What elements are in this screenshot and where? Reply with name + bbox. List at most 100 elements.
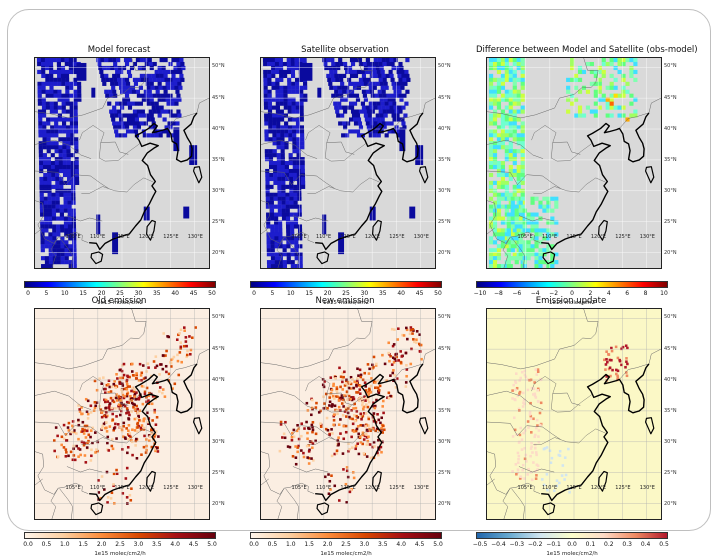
emission-cell: [119, 426, 122, 429]
emission-cell: [104, 415, 108, 419]
emission-cell: [104, 411, 108, 414]
update-cell: [523, 429, 527, 432]
data-cell: [365, 105, 370, 110]
data-cell: [492, 97, 498, 102]
data-cell: [386, 93, 391, 98]
emission-cell: [122, 396, 126, 400]
update-cell: [537, 435, 540, 438]
data-cell: [263, 85, 268, 90]
data-cell: [380, 69, 385, 75]
latitude-label: 40°N: [438, 376, 451, 383]
data-cell: [299, 113, 304, 118]
emission-cell: [108, 408, 111, 412]
data-cell: [391, 65, 396, 71]
emission-cell: [391, 344, 395, 348]
emission-cell: [188, 335, 191, 338]
longitude-label: 115°E: [340, 234, 356, 240]
data-cell: [41, 73, 46, 79]
data-cell: [294, 248, 299, 253]
data-cell: [361, 105, 366, 110]
data-cell: [43, 200, 48, 205]
data-cell: [164, 77, 169, 82]
data-cell: [58, 129, 63, 134]
data-cell: [300, 137, 305, 142]
data-cell: [488, 141, 494, 146]
data-cell: [328, 81, 333, 86]
data-cell: [362, 77, 367, 82]
taiwan-island: [146, 219, 156, 241]
emission-cell: [395, 355, 398, 359]
data-cell: [46, 129, 51, 134]
data-cell: [63, 216, 69, 221]
data-cell: [353, 121, 359, 126]
colorbar-tick-label: 0: [26, 290, 30, 297]
data-cell: [550, 208, 555, 213]
data-cell: [123, 89, 129, 94]
emission-cell: [64, 455, 68, 458]
data-cell: [59, 184, 64, 189]
data-cell: [67, 176, 72, 182]
emission-cell: [111, 418, 115, 421]
colorbar-tick-label: −0.1: [546, 541, 561, 548]
data-cell: [37, 109, 43, 114]
emission-cell: [341, 380, 344, 384]
data-cell: [286, 244, 291, 249]
colorbar-tick-label: −0.4: [491, 541, 506, 548]
emission-cell: [363, 434, 367, 438]
update-cell: [513, 398, 517, 402]
data-cell: [520, 168, 525, 174]
emission-cell: [395, 352, 398, 356]
emission-cell: [355, 410, 359, 413]
country-border: [552, 141, 581, 155]
data-cell: [61, 117, 67, 122]
data-cell: [271, 65, 276, 71]
data-cell: [280, 149, 285, 154]
data-cell: [534, 220, 539, 225]
update-cell: [517, 454, 521, 458]
update-cell: [519, 475, 522, 478]
data-cell: [281, 216, 287, 221]
emission-cell: [121, 384, 125, 387]
emission-cell: [109, 497, 113, 500]
data-cell: [338, 58, 343, 63]
emission-cell: [367, 435, 370, 439]
coastline: [315, 363, 424, 502]
update-cell: [532, 461, 535, 464]
data-cell: [278, 61, 284, 67]
update-cell: [611, 368, 614, 372]
data-cell: [500, 236, 505, 241]
data-cell: [43, 164, 48, 170]
colorbar-unit-label: 1e15 molec/cm2/h: [320, 551, 372, 557]
data-cell: [276, 161, 282, 166]
data-cell: [271, 81, 276, 86]
longitude-labels: 105°E 110°E 115°E 120°E 125°E 130°E: [486, 234, 662, 244]
emission-cell: [358, 415, 362, 419]
data-cell: [267, 93, 272, 98]
data-cell: [355, 81, 361, 86]
emission-cell: [136, 426, 139, 429]
data-cell: [617, 61, 622, 67]
data-cell: [372, 69, 377, 75]
emission-cell: [349, 397, 352, 401]
emission-cell: [153, 435, 156, 438]
data-cell: [520, 180, 525, 185]
country-border: [35, 421, 75, 436]
update-cell: [529, 447, 533, 450]
data-cell: [175, 121, 180, 126]
data-cell: [267, 81, 272, 86]
data-cell: [492, 212, 498, 217]
data-cell: [488, 81, 494, 86]
data-cell: [566, 97, 571, 102]
update-cell: [515, 386, 519, 390]
data-cell: [303, 93, 308, 98]
data-cell: [332, 65, 337, 71]
emission-cell: [308, 448, 311, 452]
data-cell: [66, 141, 71, 146]
data-cell: [38, 129, 43, 134]
emission-cell: [133, 395, 137, 398]
emission-cell: [173, 382, 177, 386]
country-border: [59, 237, 73, 268]
data-cell: [629, 58, 634, 63]
data-cell: [510, 244, 515, 249]
data-cell: [394, 125, 399, 130]
